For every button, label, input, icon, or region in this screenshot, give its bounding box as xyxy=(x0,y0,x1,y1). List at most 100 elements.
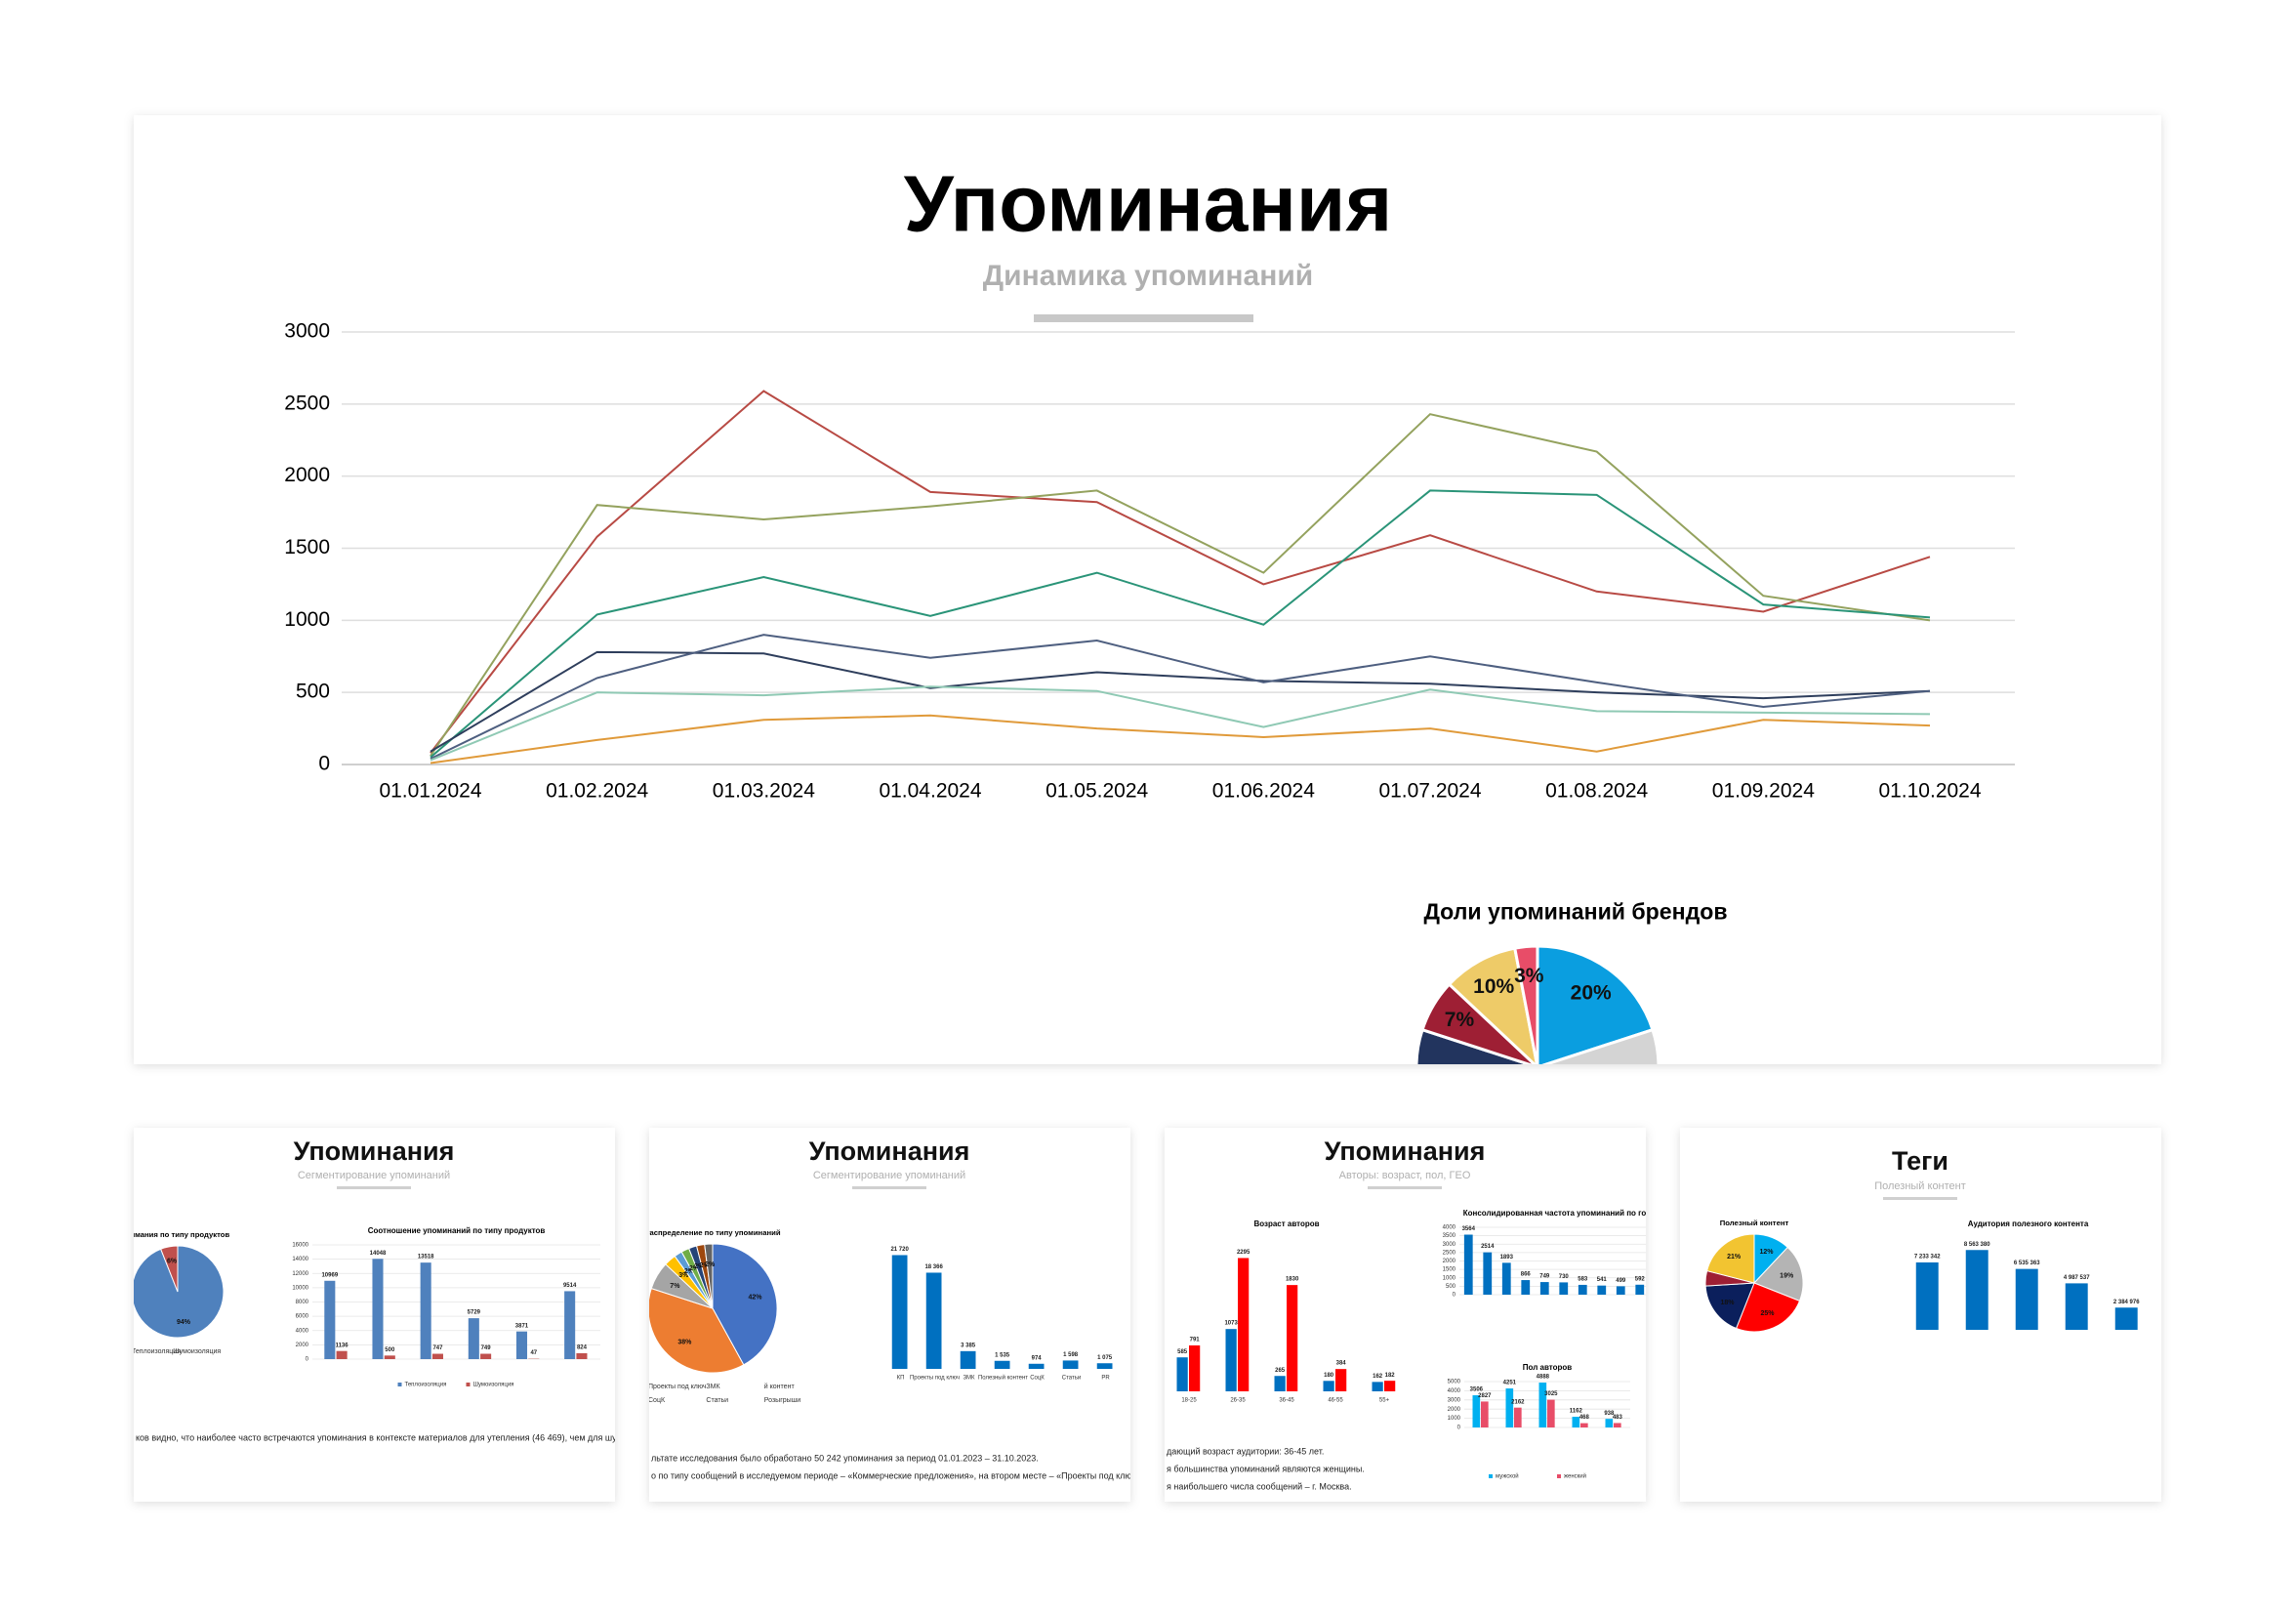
x-tick-label: 01.10.2024 xyxy=(1878,780,1981,803)
data-label: 974 xyxy=(1032,1355,1043,1361)
data-label: 2 384 976 xyxy=(2113,1300,2140,1305)
data-label: 10969 xyxy=(321,1272,338,1278)
legend-swatch xyxy=(397,1383,402,1386)
line-series xyxy=(430,714,1931,765)
bar xyxy=(468,1318,479,1359)
data-label: 265 xyxy=(1275,1368,1286,1374)
data-label: 3506 xyxy=(1470,1387,1484,1393)
legend-entry: мужской xyxy=(1496,1473,1519,1480)
y-tick-label: 1000 xyxy=(1443,1275,1456,1281)
bar xyxy=(1501,1262,1511,1295)
data-label: 21% xyxy=(1727,1254,1742,1261)
x-tick-label: 01.05.2024 xyxy=(1046,780,1148,803)
x-tick-label: PR xyxy=(1101,1376,1110,1382)
y-tick-label: 4000 xyxy=(296,1328,309,1334)
y-tick-label: 12000 xyxy=(292,1271,308,1277)
bar xyxy=(1176,1357,1188,1391)
data-label: 1 075 xyxy=(1097,1355,1113,1361)
bar xyxy=(1605,1419,1614,1427)
bar xyxy=(1505,1388,1514,1427)
y-tick-label: 2000 xyxy=(1448,1407,1461,1413)
chart-title: Возраст авторов xyxy=(1253,1219,1319,1228)
y-tick-label: 4000 xyxy=(1443,1225,1456,1231)
data-label: 2514 xyxy=(1481,1244,1495,1250)
underline xyxy=(1883,1197,1957,1200)
x-tick-label: 18-25 xyxy=(1181,1398,1197,1404)
bar xyxy=(925,1272,942,1369)
underline xyxy=(1368,1186,1442,1189)
x-tick-label: 46-55 xyxy=(1328,1398,1343,1404)
data-label: 2827 xyxy=(1478,1393,1492,1399)
bar xyxy=(891,1255,908,1369)
body-text: дающий возраст аудитории: 36-45 лет. xyxy=(1167,1446,1324,1456)
data-label: 1 598 xyxy=(1063,1352,1079,1358)
bar xyxy=(1384,1381,1396,1391)
x-tick-label: КП xyxy=(897,1376,905,1382)
bar xyxy=(1580,1423,1588,1427)
data-label: 5729 xyxy=(468,1310,481,1316)
data-label: 4251 xyxy=(1503,1381,1517,1386)
data-label: 6% xyxy=(167,1258,178,1264)
data-label: 2% xyxy=(705,1261,716,1268)
data-label: 2% xyxy=(694,1263,705,1270)
data-label: 42% xyxy=(748,1295,762,1302)
x-tick-label: 26-35 xyxy=(1230,1398,1246,1404)
data-label: 38% xyxy=(677,1339,692,1345)
data-label: 938 xyxy=(1604,1411,1615,1417)
x-tick-label: 01.03.2024 xyxy=(713,780,815,803)
y-tick-label: 1500 xyxy=(284,536,330,558)
pie-slice xyxy=(1735,1282,1801,1333)
data-label: 9514 xyxy=(563,1283,577,1289)
thumb-subtitle: Авторы: возраст, пол, ГЕО xyxy=(1339,1170,1471,1181)
legend-entry: й контент xyxy=(764,1383,796,1390)
bar xyxy=(1539,1282,1549,1295)
data-label: 384 xyxy=(1336,1361,1347,1367)
data-label: 182 xyxy=(1385,1373,1396,1379)
bar xyxy=(1514,1407,1522,1427)
y-tick-label: 3000 xyxy=(1448,1397,1461,1403)
data-label: 585 xyxy=(1177,1349,1188,1355)
x-tick-label: Полезный контент xyxy=(978,1375,1028,1382)
bar xyxy=(384,1355,395,1359)
bar xyxy=(1521,1280,1531,1295)
bar xyxy=(1238,1258,1250,1391)
legend-swatch xyxy=(1557,1474,1561,1478)
thumb-content: Упоминания Сегментирование упоминаний Расп… xyxy=(649,1137,1130,1480)
bar xyxy=(372,1259,384,1359)
data-label: 19% xyxy=(1780,1272,1794,1279)
chart-title: Пол авторов xyxy=(1523,1363,1572,1372)
line-series xyxy=(430,634,1931,760)
data-label: 749 xyxy=(1539,1274,1550,1280)
chart-title: Полезный контент xyxy=(1720,1219,1789,1227)
body-text: я большинства упоминаний являются женщин… xyxy=(1167,1464,1365,1473)
y-tick-label: 2000 xyxy=(1443,1259,1456,1264)
bar xyxy=(2065,1283,2088,1330)
y-tick-label: 2000 xyxy=(296,1343,309,1348)
x-tick-label: 55+ xyxy=(1379,1398,1390,1404)
data-label: 747 xyxy=(432,1345,443,1351)
bar xyxy=(1481,1401,1489,1427)
data-label: 7% xyxy=(1445,1009,1475,1031)
y-tick-label: 5000 xyxy=(1448,1380,1461,1385)
data-label: 1830 xyxy=(1286,1277,1299,1283)
thumb-title: Упоминания xyxy=(294,1137,455,1166)
y-tick-label: 0 xyxy=(1453,1293,1456,1299)
legend-entry: Статьи xyxy=(706,1397,728,1404)
x-tick-label: 01.04.2024 xyxy=(879,780,981,803)
data-label: 2162 xyxy=(1511,1399,1525,1405)
y-tick-label: 3500 xyxy=(1443,1233,1456,1239)
data-label: 25% xyxy=(1760,1310,1775,1317)
bar xyxy=(1614,1423,1621,1427)
pie-slice xyxy=(1704,1282,1755,1330)
data-label: 6 535 363 xyxy=(2014,1261,2040,1266)
data-label: 583 xyxy=(1578,1277,1588,1283)
slide-subtitle: Динамика упоминаний xyxy=(983,260,1313,292)
bar xyxy=(336,1350,348,1359)
bar xyxy=(1225,1329,1237,1391)
data-label: 20% xyxy=(1571,981,1612,1004)
y-tick-label: 1500 xyxy=(1443,1267,1456,1273)
bar xyxy=(1616,1286,1625,1295)
data-label: 1 535 xyxy=(995,1352,1010,1358)
y-tick-label: 14000 xyxy=(292,1257,308,1262)
